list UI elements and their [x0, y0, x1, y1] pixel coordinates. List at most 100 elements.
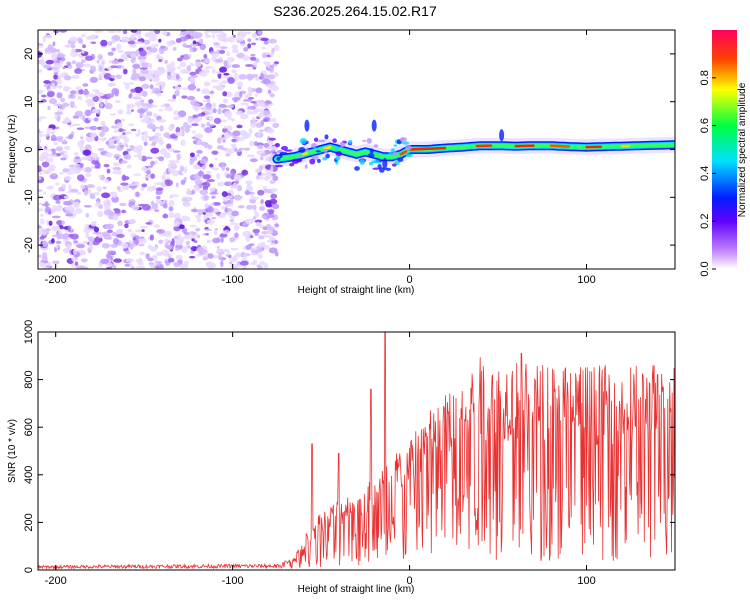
noise-speck: [103, 199, 111, 205]
noise-speck: [117, 169, 122, 176]
noise-speck: [196, 139, 201, 145]
noise-speck: [182, 43, 188, 48]
noise-speck: [167, 148, 176, 152]
noise-speck: [141, 138, 148, 142]
noise-speck: [242, 55, 250, 61]
noise-speck: [254, 211, 260, 218]
noise-speck: [209, 187, 216, 192]
noise-speck: [254, 232, 259, 236]
noise-speck: [219, 82, 223, 86]
noise-speck: [202, 215, 208, 220]
noise-speck: [263, 175, 270, 181]
noise-speck: [41, 134, 50, 137]
noise-speck: [152, 113, 158, 118]
noise-speck: [76, 192, 82, 195]
noise-speck: [38, 225, 42, 229]
noise-speck: [71, 123, 81, 127]
signal-fragment: [291, 158, 299, 164]
snr-x-ticks: -200 -100 0 100: [45, 332, 596, 587]
noise-speck: [127, 40, 136, 45]
noise-speck: [219, 46, 228, 50]
noise-speck: [85, 232, 90, 239]
noise-speck: [189, 71, 197, 76]
noise-speck: [177, 110, 187, 118]
noise-speck: [197, 113, 206, 117]
noise-speck: [59, 151, 64, 156]
noise-speck: [48, 98, 58, 105]
noise-speck: [158, 239, 164, 245]
noise-speck: [162, 30, 168, 36]
noise-speck: [79, 38, 84, 45]
signal-fragment: [359, 159, 365, 165]
noise-speck: [72, 240, 79, 244]
noise-speck: [124, 51, 132, 55]
noise-speck: [198, 38, 204, 45]
noise-speck: [254, 77, 260, 81]
noise-speck: [128, 184, 138, 189]
noise-speck: [90, 41, 97, 45]
noise-speck: [195, 214, 202, 219]
noise-speck: [155, 195, 161, 200]
noise-speck: [259, 261, 265, 266]
noise-speck: [211, 237, 221, 244]
noise-speck: [106, 168, 111, 174]
noise-speck: [168, 125, 174, 132]
noise-speck: [233, 224, 240, 231]
noise-speck: [136, 265, 146, 269]
noise-speck: [243, 132, 249, 140]
noise-speck: [101, 59, 106, 66]
noise-speck: [124, 153, 132, 160]
noise-speck: [238, 73, 247, 80]
noise-speck: [175, 73, 180, 80]
noise-speck: [267, 139, 274, 146]
noise-speck: [145, 253, 150, 259]
noise-speck: [213, 230, 218, 236]
noise-speck: [255, 37, 259, 41]
noise-speck: [89, 195, 96, 199]
noise-speck: [82, 63, 91, 68]
noise-speck: [182, 227, 188, 234]
noise-speck: [176, 116, 182, 119]
noise-speck: [232, 48, 239, 54]
noise-speck: [150, 173, 155, 179]
x-tick-label: -200: [45, 575, 67, 587]
noise-speck: [100, 121, 106, 126]
noise-speck: [183, 232, 190, 235]
noise-speck: [214, 227, 219, 231]
noise-speck: [175, 182, 179, 188]
noise-speck: [242, 265, 247, 269]
noise-speck: [95, 156, 100, 162]
noise-speck: [247, 43, 252, 49]
noise-speck: [223, 60, 229, 66]
noise-speck: [212, 202, 221, 206]
noise-speck: [250, 111, 257, 115]
noise-speck: [50, 148, 56, 152]
noise-speck: [231, 118, 235, 122]
noise-speck: [250, 262, 256, 266]
noise-speck: [239, 147, 244, 151]
noise-speck: [203, 53, 208, 59]
noise-speck: [112, 162, 120, 167]
noise-speck: [245, 180, 253, 185]
noise-speck: [216, 247, 222, 254]
noise-speck: [202, 256, 208, 261]
noise-speck: [43, 191, 47, 195]
noise-speck: [102, 186, 107, 190]
noise-speck: [41, 241, 49, 247]
noise-speck: [50, 52, 58, 60]
noise-speck: [111, 47, 117, 52]
noise-speck: [134, 145, 138, 149]
noise-speck: [81, 58, 86, 64]
noise-speck: [76, 127, 85, 131]
noise-speck: [183, 234, 192, 240]
noise-speck: [85, 173, 92, 178]
noise-speck: [248, 140, 255, 147]
noise-speck: [185, 240, 191, 245]
noise-speck: [267, 89, 272, 94]
noise-speck: [176, 66, 182, 70]
noise-speck: [122, 30, 128, 35]
noise-speck: [121, 36, 125, 43]
snr-panel: -200 -100 0 100 0 200 400 600 800 1000 Height of…: [7, 320, 676, 595]
noise-speck: [107, 51, 114, 56]
noise-speck: [258, 206, 266, 212]
